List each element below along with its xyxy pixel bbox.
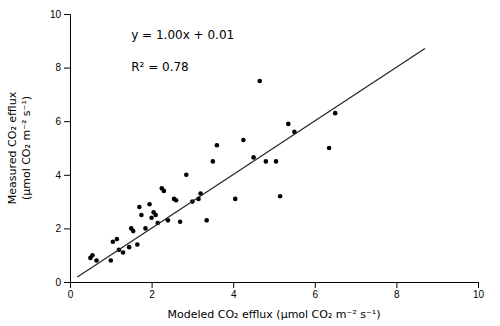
point <box>162 189 167 194</box>
point <box>135 242 140 247</box>
point <box>327 146 332 151</box>
point <box>286 122 291 127</box>
y-tick-label: 4 <box>55 170 61 181</box>
x-tick: 2 <box>149 282 155 300</box>
x-tick: 6 <box>313 282 319 300</box>
x-tick-mark <box>233 282 234 288</box>
point <box>274 159 279 164</box>
x-tick: 0 <box>68 282 74 300</box>
y-tick: 2 <box>55 223 70 234</box>
chart: 0 2 4 6 8 10 0 2 4 6 8 10 y = 1.00x + 0.01 R² = 0.78 M… <box>0 0 500 326</box>
point <box>131 229 136 234</box>
x-tick-label: 0 <box>68 289 74 300</box>
y-tick-mark <box>64 228 70 229</box>
y-tick-mark <box>64 282 70 283</box>
point <box>251 155 256 160</box>
x-tick: 8 <box>394 282 400 300</box>
y-tick-label: 8 <box>55 62 61 73</box>
point <box>264 159 269 164</box>
point <box>257 79 262 84</box>
annotation: y = 1.00x + 0.01 <box>131 28 234 42</box>
regression-line <box>77 49 425 277</box>
point <box>178 219 183 224</box>
point <box>215 143 220 148</box>
point <box>204 218 209 223</box>
annotation: R² = 0.78 <box>131 60 189 74</box>
point <box>94 258 99 263</box>
point <box>111 240 116 245</box>
point <box>174 198 179 203</box>
point <box>147 202 152 207</box>
point <box>241 138 246 143</box>
point <box>278 194 283 199</box>
point <box>90 253 95 258</box>
y-tick: 0 <box>55 277 70 288</box>
point <box>137 205 142 210</box>
y-tick-label: 10 <box>50 9 62 20</box>
x-tick: 4 <box>231 282 237 300</box>
x-axis-line <box>71 283 479 289</box>
point <box>115 237 120 242</box>
x-tick-mark <box>152 282 153 288</box>
x-tick-mark <box>478 282 479 288</box>
point <box>211 159 216 164</box>
point <box>109 258 114 263</box>
point <box>153 213 158 218</box>
point <box>333 111 338 116</box>
point <box>233 197 238 202</box>
x-tick-label: 4 <box>231 289 237 300</box>
y-axis-line <box>64 15 71 283</box>
x-tick-label: 8 <box>394 289 400 300</box>
point <box>184 173 189 178</box>
y-tick-mark <box>64 175 70 176</box>
plot: 0 2 4 6 8 10 0 2 4 6 8 10 y = 1.00x + 0.01 R² = 0.78 <box>50 9 485 300</box>
point <box>121 250 126 255</box>
x-tick-mark <box>315 282 316 288</box>
y-tick-label: 2 <box>55 223 61 234</box>
point <box>143 226 148 231</box>
y-axis-title: Measured CO₂ efflux <box>6 91 19 204</box>
point <box>139 213 144 218</box>
y-tick-mark <box>64 121 70 122</box>
x-axis: 0 2 4 6 8 10 <box>68 282 485 300</box>
y-tick-mark <box>64 68 70 69</box>
y-axis: 0 2 4 6 8 10 <box>50 9 71 288</box>
x-tick-label: 10 <box>473 289 485 300</box>
y-tick: 8 <box>55 62 70 73</box>
y-tick: 10 <box>50 9 70 20</box>
y-tick: 4 <box>55 170 70 181</box>
x-axis-title: Modeled CO₂ efflux (μmol CO₂ m⁻² s⁻¹) <box>167 308 380 321</box>
y-tick-mark <box>64 14 70 15</box>
x-tick-mark <box>396 282 397 288</box>
points <box>88 79 337 263</box>
y-tick: 6 <box>55 116 70 127</box>
y-tick-label: 6 <box>55 116 61 127</box>
x-tick-label: 2 <box>149 289 155 300</box>
x-tick: 10 <box>473 282 485 300</box>
point <box>127 245 132 250</box>
point <box>149 215 154 220</box>
y-tick-label: 0 <box>55 277 61 288</box>
y-axis-title: (μmol CO₂ m⁻² s⁻¹) <box>20 96 33 200</box>
marks <box>77 49 425 277</box>
x-tick-label: 6 <box>313 289 319 300</box>
